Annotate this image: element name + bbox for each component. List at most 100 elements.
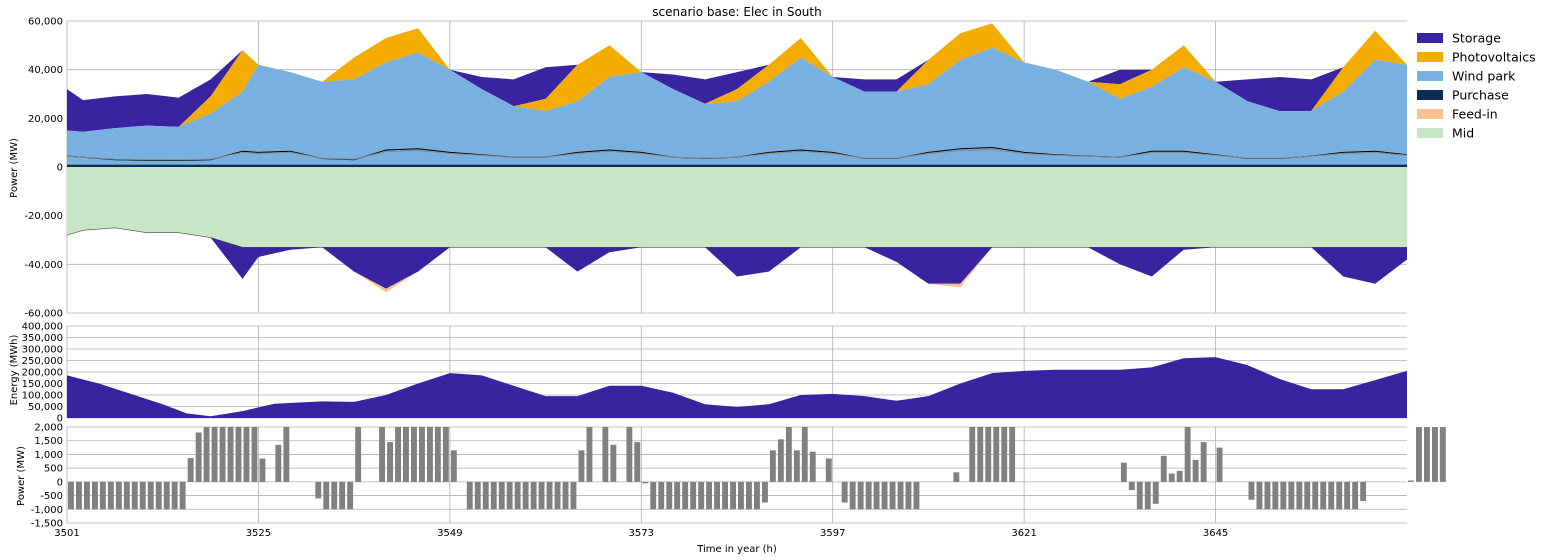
storage-power-bar [738, 481, 744, 510]
storage-power-bar [107, 481, 114, 510]
storage-power-bar [849, 481, 856, 510]
storage-power-bar [1336, 481, 1343, 510]
storage-power-bar [522, 481, 529, 510]
storage-power-bar [315, 481, 322, 499]
storage-power-bar [1200, 442, 1207, 482]
x-tick-label: 3597 [820, 528, 845, 539]
storage-power-bar [1264, 481, 1271, 510]
storage-power-bar [434, 427, 441, 482]
storage-power-bar [339, 481, 346, 510]
storage-power-bar [1424, 427, 1430, 482]
storage-power-y-tick-label: -500 [40, 491, 63, 502]
x-tick-label: 3501 [54, 528, 79, 539]
storage-power-bar [1168, 473, 1175, 482]
storage-power-bar [785, 427, 792, 482]
storage-power-bar [1144, 481, 1151, 510]
x-tick-label: 3549 [437, 528, 462, 539]
stored-energy-area [67, 357, 1407, 418]
storage-power-bar [1216, 447, 1223, 482]
storage-power-bar [379, 427, 385, 482]
demand-secondary-line [66, 148, 1408, 161]
storage-power-bar [562, 481, 569, 510]
storage-power-bar [115, 481, 122, 510]
storage-power-bar [1120, 462, 1127, 482]
storage-energy-panel: 050,000100,000150,000200,000250,000300,0… [22, 322, 1407, 425]
storage-power-bar [84, 481, 90, 510]
storage-power-bar [682, 481, 689, 510]
storage-power-bar [865, 481, 872, 510]
storage-power-bar [722, 481, 728, 510]
storage-power-y-tick-label: -1,000 [31, 505, 63, 516]
storage-power-bar [674, 481, 681, 510]
storage-power-bar [690, 481, 697, 510]
storage-power-bar [1432, 427, 1438, 482]
storage-power-bar [1001, 427, 1008, 482]
storage-power-bar [498, 481, 505, 510]
storage-power-bar [530, 481, 537, 510]
storage-power-bar [1248, 481, 1255, 500]
storage-power-bar [427, 427, 433, 482]
storage-power-bar [131, 481, 138, 510]
storage-power-bar [889, 481, 896, 510]
energy-y-tick-label: 300,000 [22, 345, 63, 356]
storage-power-y-axis-label: Power (MW) [16, 446, 27, 506]
storage-power-bar [762, 481, 768, 503]
storage-power-bar [259, 458, 266, 482]
storage-power-panel: -1,500 -1,000 -500 0 500 1,000 1,500 2,000 3501 3… [31, 423, 1446, 539]
storage-power-bar [570, 481, 577, 510]
storage-power-bar [506, 481, 513, 510]
legend-label: Mid [1452, 126, 1474, 141]
storage-power-bar [825, 458, 832, 482]
x-tick-label: 3621 [1011, 528, 1036, 539]
storage-power-bar [578, 450, 585, 482]
storage-power-bar [76, 481, 82, 510]
x-tick-label: 3573 [629, 528, 654, 539]
storage-power-bar [1360, 481, 1367, 502]
storage-power-bar [754, 481, 760, 510]
storage-power-bar [801, 427, 808, 482]
storage-power-bar [442, 427, 449, 482]
storage-power-bar [227, 427, 234, 482]
storage-power-bar [985, 427, 992, 482]
legend: Storage Photovoltaics Wind park Purchase Fee… [1417, 31, 1536, 141]
storage-power-bar [1352, 481, 1359, 510]
power-y-tick-label: -20,000 [24, 211, 63, 222]
storage-power-bar [1296, 481, 1303, 510]
storage-discharge-area [67, 23, 1407, 132]
storage-power-bar [969, 427, 976, 482]
legend-label: Storage [1452, 31, 1501, 46]
legend-swatch [1417, 109, 1443, 119]
storage-power-bar [993, 427, 1000, 482]
storage-power-bar [1280, 481, 1287, 510]
storage-power-y-tick-label: 2,000 [34, 423, 63, 434]
storage-power-bar [147, 481, 154, 510]
power-y-axis-label: Power (MW) [9, 138, 20, 198]
storage-power-bar [163, 481, 170, 510]
energy-y-axis-label: Energy (MWh) [9, 334, 20, 405]
storage-power-bar [1312, 481, 1319, 510]
storage-power-bar [706, 481, 712, 510]
storage-power-bar [323, 481, 330, 510]
storage-power-bar [658, 481, 665, 510]
storage-power-y-tick-label: 500 [44, 464, 63, 475]
storage-power-bar [1416, 427, 1422, 482]
storage-power-bar [610, 444, 617, 482]
storage-power-bar [211, 427, 218, 482]
legend-label: Wind park [1452, 69, 1516, 84]
storage-power-bar [411, 427, 417, 482]
storage-power-bar [1320, 481, 1327, 510]
power-y-tick-label: -60,000 [24, 309, 63, 320]
energy-y-tick-label: 150,000 [22, 379, 63, 390]
storage-power-bar [857, 481, 864, 510]
storage-power-bar [626, 427, 633, 482]
storage-power-bar [841, 481, 848, 503]
x-tick-label: 3645 [1203, 528, 1228, 539]
storage-power-bar [1009, 427, 1016, 482]
storage-power-bar [219, 427, 226, 482]
storage-power-bar [1328, 481, 1335, 510]
storage-power-bar [746, 481, 752, 510]
storage-power-bar [905, 481, 912, 510]
energy-y-tick-label: 350,000 [22, 333, 63, 344]
wind-park-area [67, 47, 1407, 165]
storage-power-bar [1256, 481, 1263, 510]
